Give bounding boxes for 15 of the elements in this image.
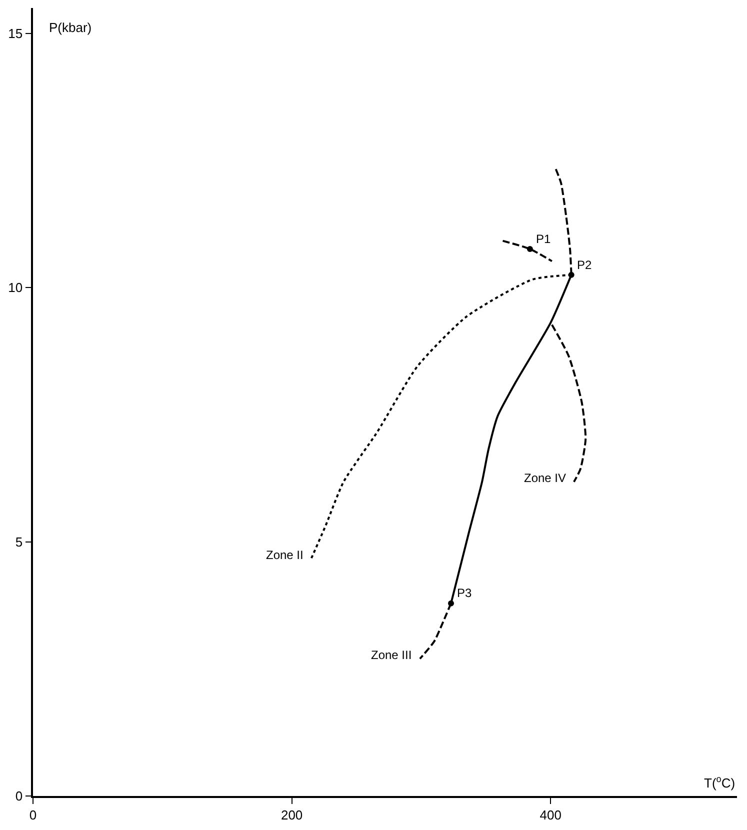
annotation: Zone II (266, 548, 304, 562)
y-tick-label: 15 (8, 26, 23, 41)
annotation: Zone IV (524, 471, 566, 485)
y-tick-label: 5 (15, 534, 23, 550)
x-tick-label: 400 (540, 807, 562, 822)
annotation: P2 (577, 258, 592, 272)
annotation: Zone III (371, 648, 412, 662)
annotation: P1 (536, 232, 552, 246)
y-tick-label: 0 (15, 788, 23, 804)
y-tick-label: 10 (8, 280, 23, 296)
x-tick-label: 200 (280, 807, 303, 822)
y-axis-title: P(kbar) (49, 20, 92, 35)
x-axis-title: T($^{o}$C) (704, 774, 736, 790)
annotation: P3 (457, 586, 472, 600)
x-tick-label: 0 (29, 807, 37, 822)
